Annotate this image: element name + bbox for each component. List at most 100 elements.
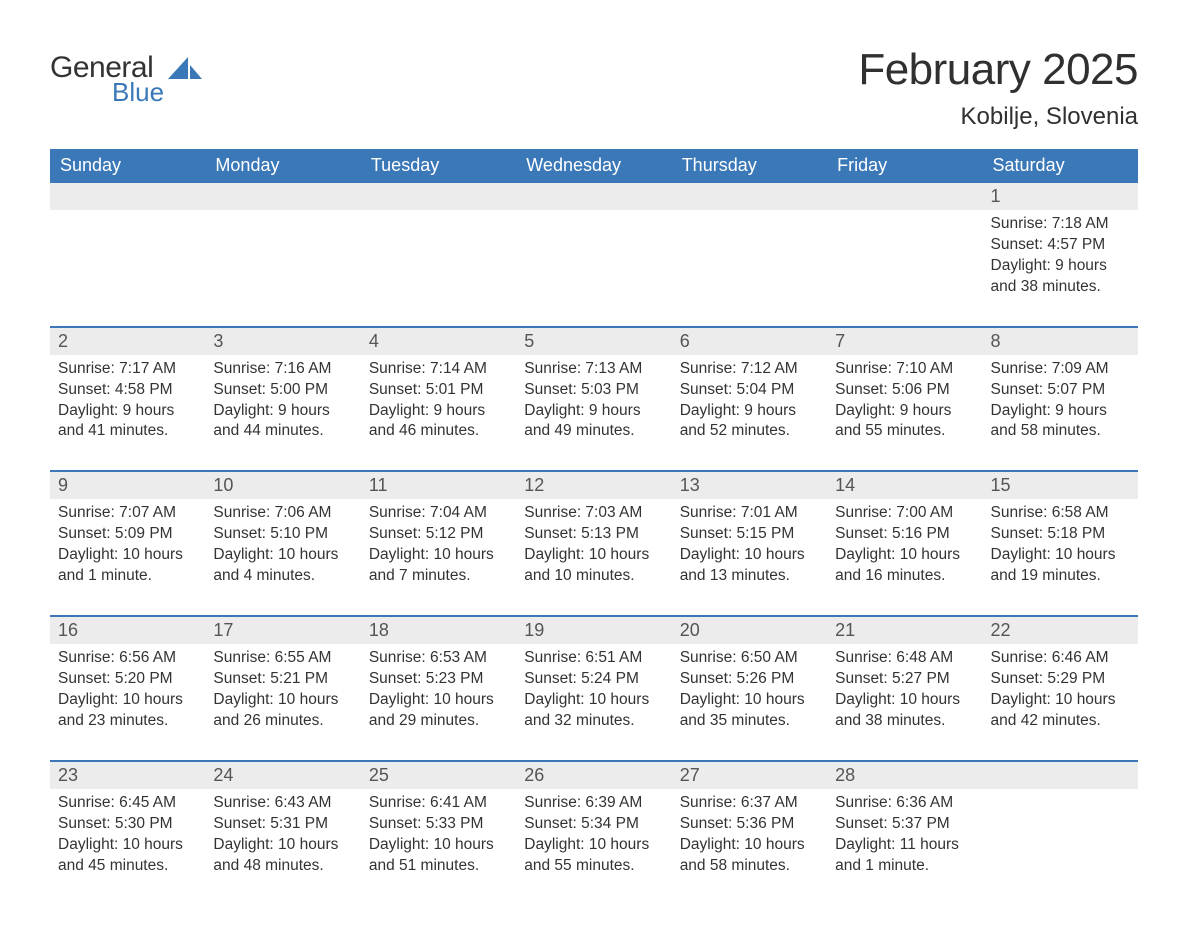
sunrise-text: Sunrise: 7:06 AM <box>213 503 352 524</box>
sunset-text: Sunset: 5:37 PM <box>835 814 974 835</box>
sunset-text: Sunset: 5:18 PM <box>991 524 1130 545</box>
daylight-text: Daylight: 10 hours and 1 minute. <box>58 545 197 587</box>
daylight-text: Daylight: 9 hours and 44 minutes. <box>213 401 352 443</box>
sunset-text: Sunset: 5:06 PM <box>835 380 974 401</box>
sunset-text: Sunset: 5:10 PM <box>213 524 352 545</box>
day-cell: 18Sunrise: 6:53 AMSunset: 5:23 PMDayligh… <box>361 617 516 736</box>
sail-icon <box>168 57 202 88</box>
day-details: Sunrise: 6:56 AMSunset: 5:20 PMDaylight:… <box>50 644 205 736</box>
sunrise-text: Sunrise: 6:46 AM <box>991 648 1130 669</box>
day-details: Sunrise: 6:50 AMSunset: 5:26 PMDaylight:… <box>672 644 827 736</box>
day-number: 27 <box>672 762 827 789</box>
sunrise-text: Sunrise: 6:45 AM <box>58 793 197 814</box>
sunset-text: Sunset: 5:26 PM <box>680 669 819 690</box>
day-number: 13 <box>672 472 827 499</box>
day-number: 4 <box>361 328 516 355</box>
day-number: 10 <box>205 472 360 499</box>
day-number: 26 <box>516 762 671 789</box>
sunset-text: Sunset: 5:07 PM <box>991 380 1130 401</box>
day-number-empty <box>516 183 671 210</box>
day-cell: 19Sunrise: 6:51 AMSunset: 5:24 PMDayligh… <box>516 617 671 736</box>
sunrise-text: Sunrise: 7:13 AM <box>524 359 663 380</box>
sunrise-text: Sunrise: 6:36 AM <box>835 793 974 814</box>
day-details: Sunrise: 6:46 AMSunset: 5:29 PMDaylight:… <box>983 644 1138 736</box>
sunset-text: Sunset: 5:36 PM <box>680 814 819 835</box>
day-details: Sunrise: 7:18 AMSunset: 4:57 PMDaylight:… <box>983 210 1138 302</box>
day-number: 3 <box>205 328 360 355</box>
daylight-text: Daylight: 9 hours and 41 minutes. <box>58 401 197 443</box>
daylight-text: Daylight: 10 hours and 13 minutes. <box>680 545 819 587</box>
day-details: Sunrise: 7:10 AMSunset: 5:06 PMDaylight:… <box>827 355 982 447</box>
sunset-text: Sunset: 5:27 PM <box>835 669 974 690</box>
weekday-header-cell: Sunday <box>50 149 205 183</box>
day-number: 24 <box>205 762 360 789</box>
day-cell: 8Sunrise: 7:09 AMSunset: 5:07 PMDaylight… <box>983 328 1138 447</box>
day-details: Sunrise: 6:53 AMSunset: 5:23 PMDaylight:… <box>361 644 516 736</box>
weekday-header-cell: Thursday <box>672 149 827 183</box>
sunset-text: Sunset: 5:33 PM <box>369 814 508 835</box>
day-cell <box>361 183 516 302</box>
sunrise-text: Sunrise: 6:48 AM <box>835 648 974 669</box>
sunset-text: Sunset: 5:31 PM <box>213 814 352 835</box>
day-number-empty <box>983 762 1138 789</box>
daylight-text: Daylight: 9 hours and 46 minutes. <box>369 401 508 443</box>
weekday-header-cell: Tuesday <box>361 149 516 183</box>
day-details: Sunrise: 7:06 AMSunset: 5:10 PMDaylight:… <box>205 499 360 591</box>
daylight-text: Daylight: 10 hours and 35 minutes. <box>680 690 819 732</box>
day-number-empty <box>205 183 360 210</box>
day-number: 6 <box>672 328 827 355</box>
sunset-text: Sunset: 5:29 PM <box>991 669 1130 690</box>
sunset-text: Sunset: 4:57 PM <box>991 235 1130 256</box>
day-details: Sunrise: 7:07 AMSunset: 5:09 PMDaylight:… <box>50 499 205 591</box>
daylight-text: Daylight: 10 hours and 4 minutes. <box>213 545 352 587</box>
calendar-body: 1Sunrise: 7:18 AMSunset: 4:57 PMDaylight… <box>50 183 1138 880</box>
month-title: February 2025 <box>858 45 1138 95</box>
day-details: Sunrise: 6:41 AMSunset: 5:33 PMDaylight:… <box>361 789 516 881</box>
daylight-text: Daylight: 9 hours and 52 minutes. <box>680 401 819 443</box>
day-number: 23 <box>50 762 205 789</box>
sunrise-text: Sunrise: 7:00 AM <box>835 503 974 524</box>
week-row: 9Sunrise: 7:07 AMSunset: 5:09 PMDaylight… <box>50 470 1138 591</box>
day-cell: 16Sunrise: 6:56 AMSunset: 5:20 PMDayligh… <box>50 617 205 736</box>
day-number-empty <box>50 183 205 210</box>
day-cell <box>205 183 360 302</box>
day-number: 16 <box>50 617 205 644</box>
sunrise-text: Sunrise: 7:14 AM <box>369 359 508 380</box>
day-cell: 11Sunrise: 7:04 AMSunset: 5:12 PMDayligh… <box>361 472 516 591</box>
sunrise-text: Sunrise: 7:10 AM <box>835 359 974 380</box>
daylight-text: Daylight: 10 hours and 32 minutes. <box>524 690 663 732</box>
day-cell: 26Sunrise: 6:39 AMSunset: 5:34 PMDayligh… <box>516 762 671 881</box>
weekday-header-row: SundayMondayTuesdayWednesdayThursdayFrid… <box>50 149 1138 183</box>
sunrise-text: Sunrise: 6:58 AM <box>991 503 1130 524</box>
sunset-text: Sunset: 5:13 PM <box>524 524 663 545</box>
sunset-text: Sunset: 5:12 PM <box>369 524 508 545</box>
sunset-text: Sunset: 5:20 PM <box>58 669 197 690</box>
daylight-text: Daylight: 10 hours and 10 minutes. <box>524 545 663 587</box>
daylight-text: Daylight: 9 hours and 58 minutes. <box>991 401 1130 443</box>
day-number: 1 <box>983 183 1138 210</box>
sunrise-text: Sunrise: 7:07 AM <box>58 503 197 524</box>
daylight-text: Daylight: 10 hours and 19 minutes. <box>991 545 1130 587</box>
title-block: February 2025 Kobilje, Slovenia <box>858 45 1138 143</box>
daylight-text: Daylight: 10 hours and 38 minutes. <box>835 690 974 732</box>
day-cell: 23Sunrise: 6:45 AMSunset: 5:30 PMDayligh… <box>50 762 205 881</box>
day-cell: 10Sunrise: 7:06 AMSunset: 5:10 PMDayligh… <box>205 472 360 591</box>
sunset-text: Sunset: 5:24 PM <box>524 669 663 690</box>
day-details: Sunrise: 6:45 AMSunset: 5:30 PMDaylight:… <box>50 789 205 881</box>
sunset-text: Sunset: 5:21 PM <box>213 669 352 690</box>
week-row: 16Sunrise: 6:56 AMSunset: 5:20 PMDayligh… <box>50 615 1138 736</box>
sunrise-text: Sunrise: 7:18 AM <box>991 214 1130 235</box>
daylight-text: Daylight: 9 hours and 38 minutes. <box>991 256 1130 298</box>
day-details: Sunrise: 7:17 AMSunset: 4:58 PMDaylight:… <box>50 355 205 447</box>
day-details: Sunrise: 7:09 AMSunset: 5:07 PMDaylight:… <box>983 355 1138 447</box>
calendar: SundayMondayTuesdayWednesdayThursdayFrid… <box>50 149 1138 880</box>
daylight-text: Daylight: 10 hours and 26 minutes. <box>213 690 352 732</box>
week-row: 23Sunrise: 6:45 AMSunset: 5:30 PMDayligh… <box>50 760 1138 881</box>
day-cell: 12Sunrise: 7:03 AMSunset: 5:13 PMDayligh… <box>516 472 671 591</box>
day-details: Sunrise: 6:43 AMSunset: 5:31 PMDaylight:… <box>205 789 360 881</box>
day-number-empty <box>827 183 982 210</box>
day-number: 19 <box>516 617 671 644</box>
sunrise-text: Sunrise: 6:41 AM <box>369 793 508 814</box>
day-cell <box>516 183 671 302</box>
sunrise-text: Sunrise: 7:12 AM <box>680 359 819 380</box>
